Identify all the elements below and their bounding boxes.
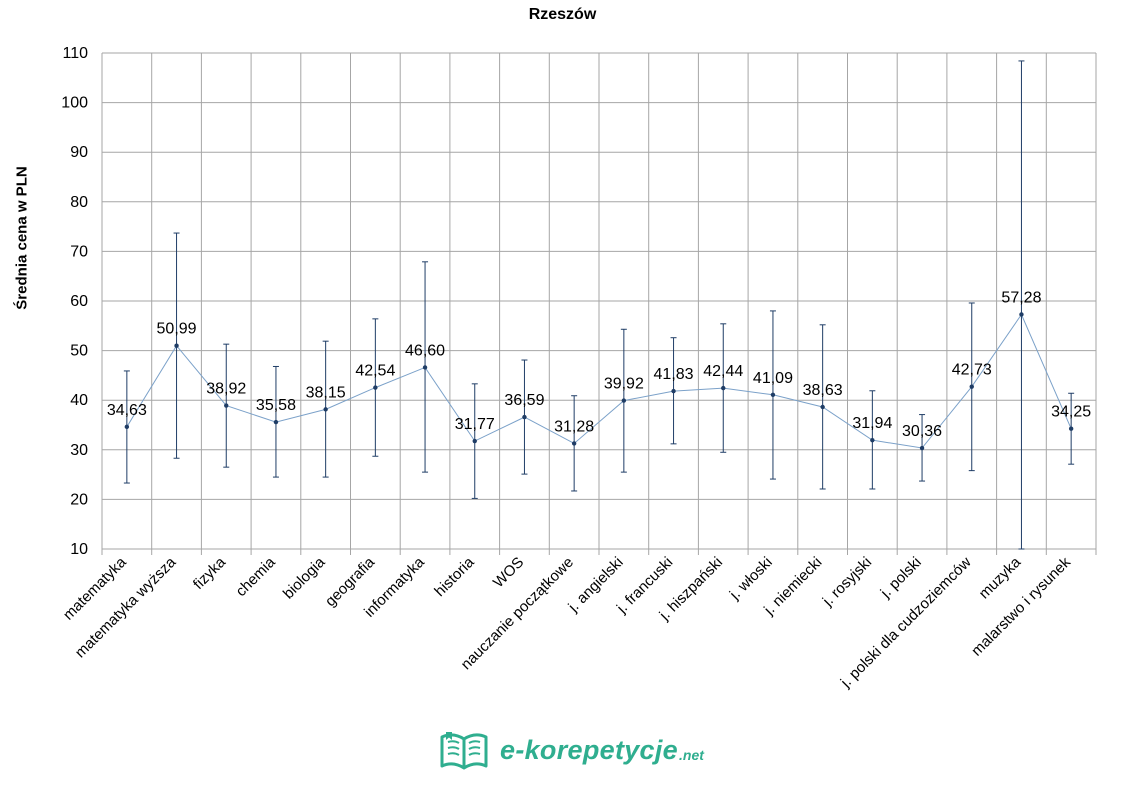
data-point [373, 385, 378, 390]
data-points [124, 312, 1074, 451]
data-label: 46,60 [405, 342, 445, 359]
y-tick-label: 100 [61, 95, 88, 112]
data-point [323, 407, 328, 412]
data-point [522, 414, 527, 420]
x-tick-label: historia [431, 553, 478, 600]
x-tick-label: fizyka [190, 553, 230, 593]
data-point [969, 384, 974, 389]
y-tick-label: 70 [70, 243, 88, 260]
y-tick-label: 40 [70, 392, 88, 409]
data-labels: 34,63 50,99 38,92 35,58 38,15 42,54 46,60 31,77… [107, 289, 1091, 440]
y-tick-label: 30 [70, 442, 88, 459]
data-label: 31,77 [455, 416, 495, 433]
x-tick-label: muzyka [976, 553, 1025, 602]
series-line [126, 313, 1072, 449]
y-tick-label: 60 [70, 293, 88, 310]
x-tick-label: j. polski [877, 554, 925, 602]
data-point [621, 398, 627, 403]
data-label: 50,99 [157, 321, 197, 338]
data-point [174, 343, 179, 348]
x-tick-label: malarstwo i rysunek [968, 553, 1074, 659]
chart-title: Rzeszów [528, 6, 597, 23]
data-point [1068, 426, 1074, 431]
data-point [224, 403, 229, 408]
data-point [571, 441, 577, 446]
x-tick-label: chemia [233, 553, 280, 600]
data-label: 31,28 [554, 418, 594, 435]
data-point [820, 404, 825, 410]
data-point [124, 424, 130, 430]
data-label: 35,58 [256, 397, 296, 414]
y-tick-label: 110 [62, 45, 88, 62]
data-point [919, 445, 925, 451]
data-point [273, 419, 279, 425]
logo-text: e-korepetycje [500, 734, 678, 765]
data-point [671, 388, 676, 394]
data-label: 42,54 [355, 363, 395, 380]
data-label: 38,15 [306, 384, 346, 401]
data-label: 42,73 [952, 362, 992, 379]
y-tick-label: 50 [70, 343, 88, 360]
data-point [472, 438, 477, 444]
x-tick-label: j. rosyjski [819, 554, 875, 610]
y-tick-label: 10 [70, 541, 88, 558]
logo-suffix: .net [679, 747, 704, 763]
y-tick-label: 20 [70, 491, 88, 508]
data-point [770, 392, 776, 397]
y-tick-label: 90 [70, 144, 88, 161]
data-label: 34,25 [1051, 404, 1091, 421]
x-tick-label: j. włoski [726, 554, 776, 604]
data-label: 34,63 [107, 402, 147, 419]
data-label: 38,63 [803, 382, 843, 399]
y-axis-ticks: 10 20 30 40 50 60 70 80 90 100 110 [61, 45, 88, 558]
data-label: 38,92 [206, 381, 246, 398]
y-tick-label: 80 [70, 194, 88, 211]
data-point [870, 437, 875, 443]
data-label: 39,92 [604, 376, 644, 393]
data-label: 36,59 [504, 392, 544, 409]
x-tick-label: WOS [490, 554, 527, 591]
data-point [1019, 312, 1024, 317]
data-label: 57,28 [1001, 289, 1041, 306]
x-tick-label: biologia [280, 553, 329, 602]
brand-logo: e-korepetycje .net [436, 727, 704, 773]
gridlines [101, 52, 1097, 555]
data-point [422, 365, 428, 370]
data-label: 31,94 [852, 415, 892, 432]
data-label: 30,36 [902, 423, 942, 440]
open-book-icon [440, 732, 488, 770]
data-point [721, 385, 726, 391]
data-label: 41,83 [654, 366, 694, 383]
data-label: 41,09 [753, 370, 793, 387]
data-label: 42,44 [703, 363, 743, 380]
